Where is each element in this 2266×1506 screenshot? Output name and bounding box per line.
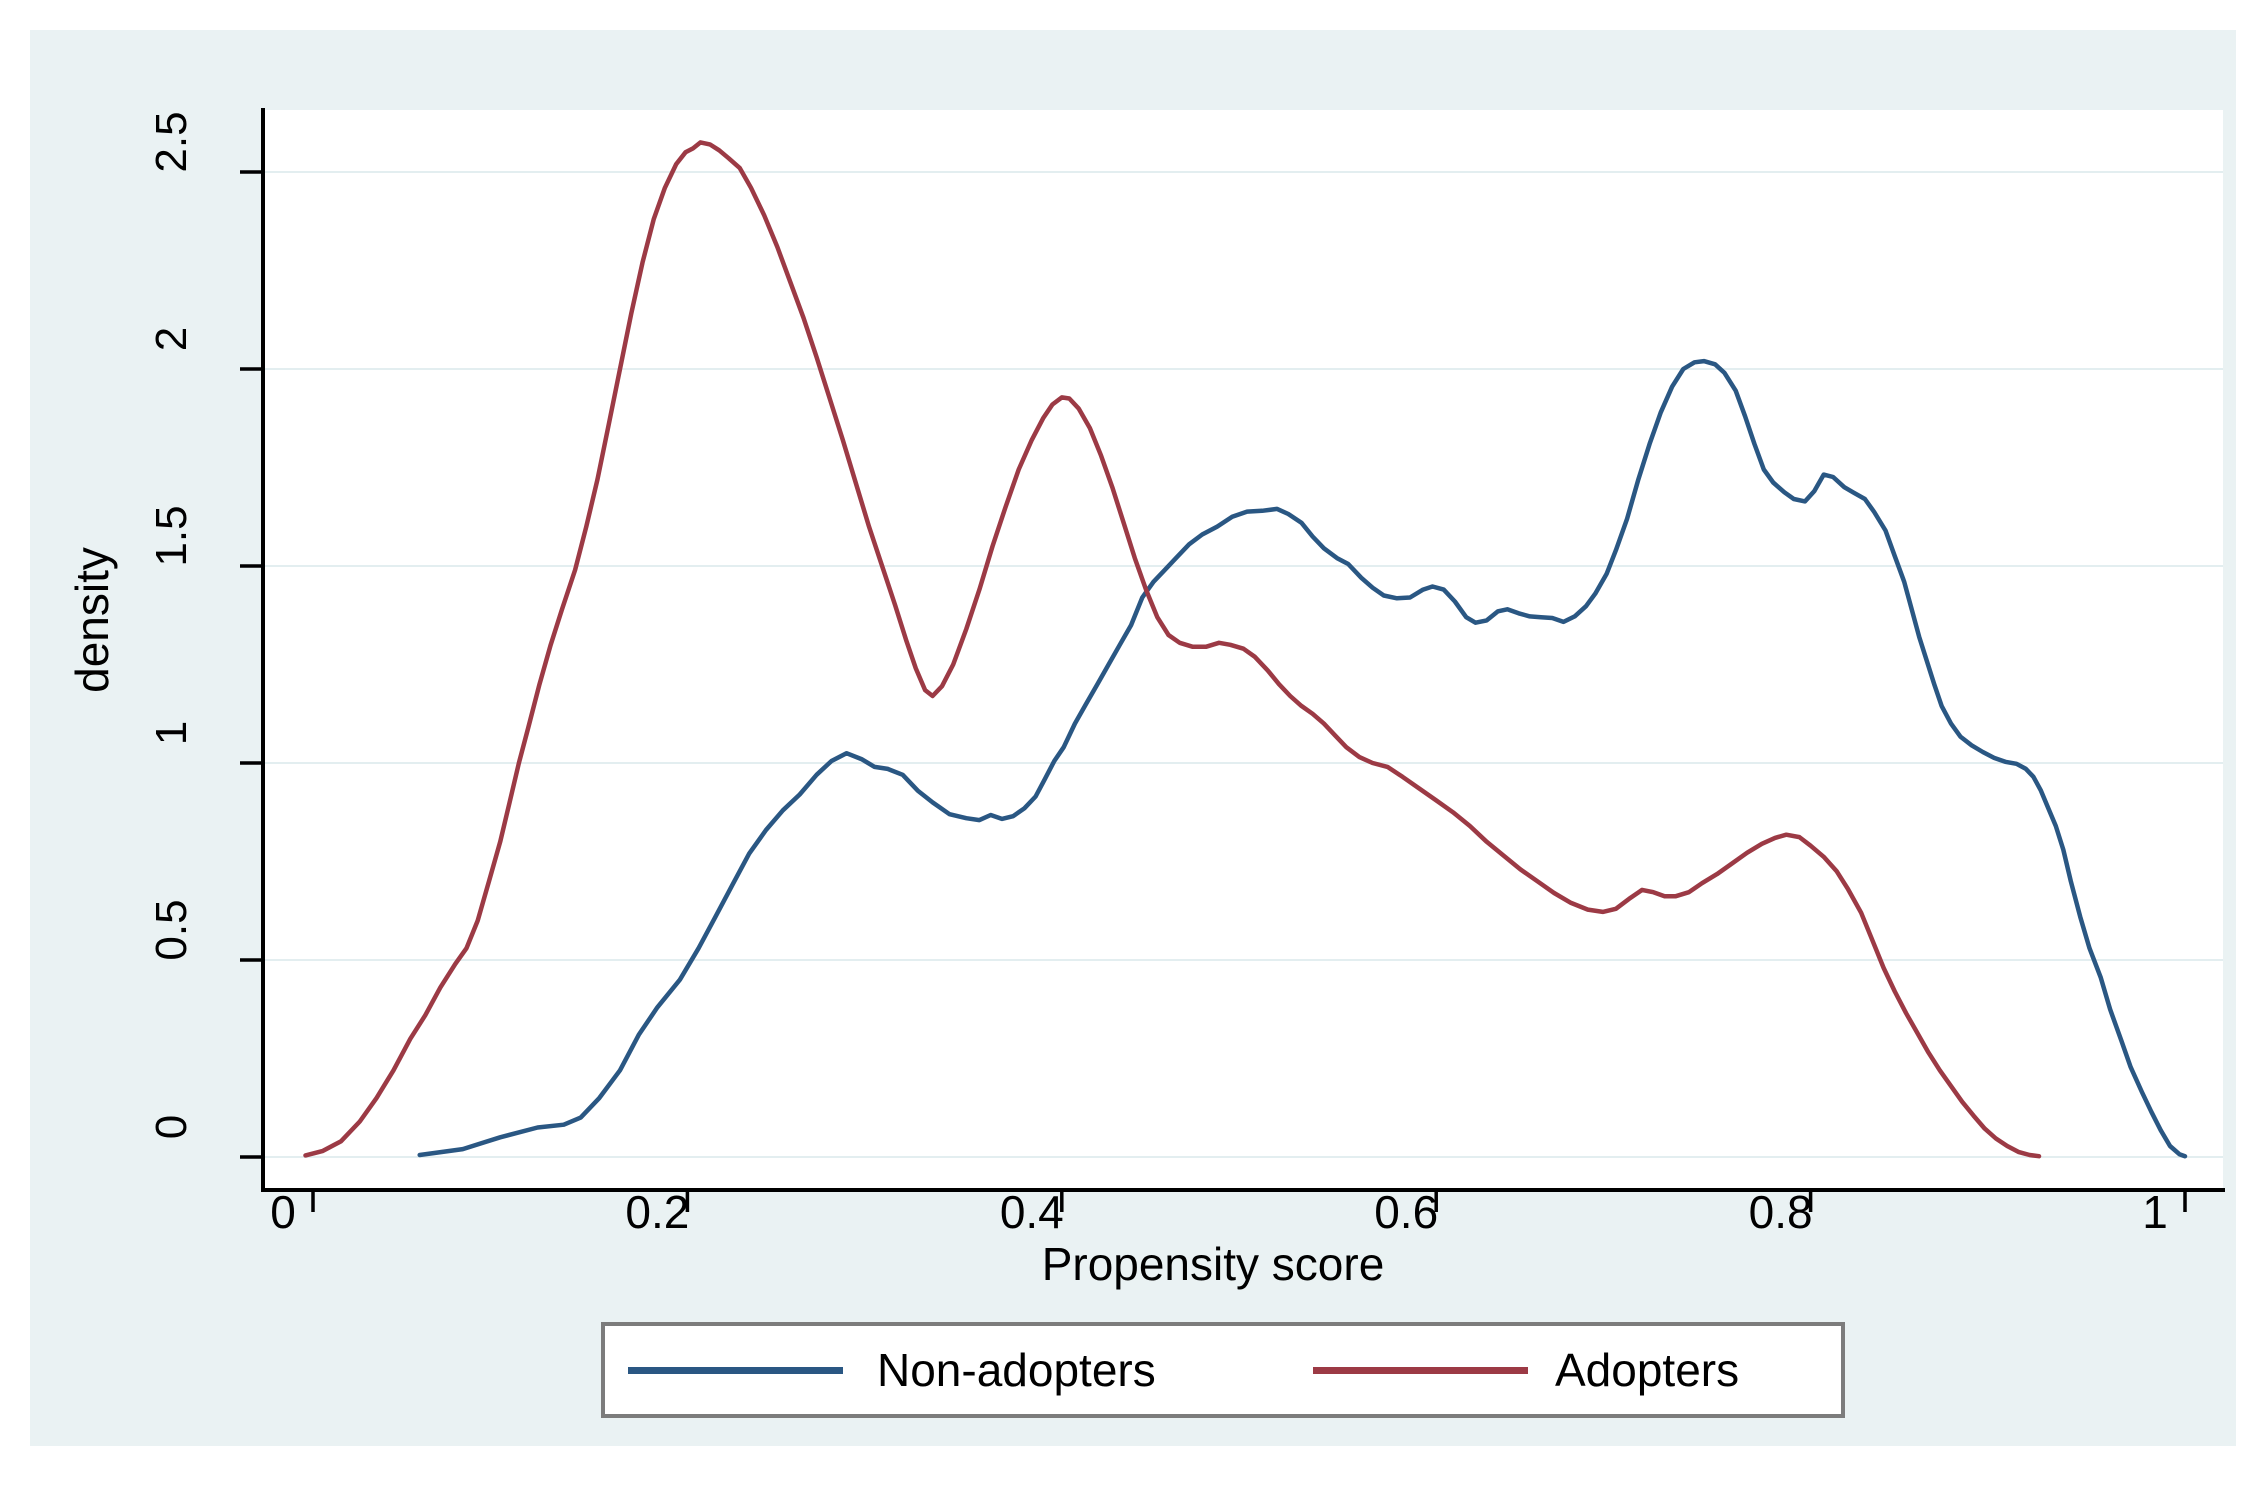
legend-line-non-adopters-icon xyxy=(628,1366,843,1374)
y-tick-label-0.5: 0.5 xyxy=(147,899,196,961)
x-axis-title: Propensity score xyxy=(1041,1238,1385,1290)
legend-line-adopters-icon xyxy=(1313,1366,1528,1374)
x-tick-label-0: 0 xyxy=(270,1186,296,1238)
plot-area xyxy=(240,108,2225,1212)
x-tick-label-0.4: 0.4 xyxy=(999,1186,1064,1238)
y-tick-label-0: 0 xyxy=(147,1114,196,1140)
y-tick-label-2.5: 2.5 xyxy=(147,111,196,173)
y-tick-label-1: 1 xyxy=(147,720,196,746)
x-tick-label-0.2: 0.2 xyxy=(625,1186,690,1238)
figure-background: 0 0.5 1 1.5 2 2.5 0 0.2 0.4 0.6 0.8 1 density Prop… xyxy=(30,30,2236,1446)
density-curve-non-adopters xyxy=(417,358,2188,1159)
y-axis-title: density xyxy=(66,547,118,693)
y-tick-label-1.5: 1.5 xyxy=(147,505,196,567)
legend-label-adopters: Adopters xyxy=(1555,1344,1740,1396)
y-tick-label-2: 2 xyxy=(147,326,196,352)
x-tick-label-1: 1 xyxy=(2142,1186,2168,1238)
x-tick-label-0.6: 0.6 xyxy=(1374,1186,1439,1238)
legend-label-non-adopters: Non-adopters xyxy=(877,1344,1156,1396)
x-tick-label-0.8: 0.8 xyxy=(1748,1186,1813,1238)
legend-box: Non-adopters Adopters xyxy=(601,1322,1845,1418)
density-curve-adopters xyxy=(303,140,2042,1159)
